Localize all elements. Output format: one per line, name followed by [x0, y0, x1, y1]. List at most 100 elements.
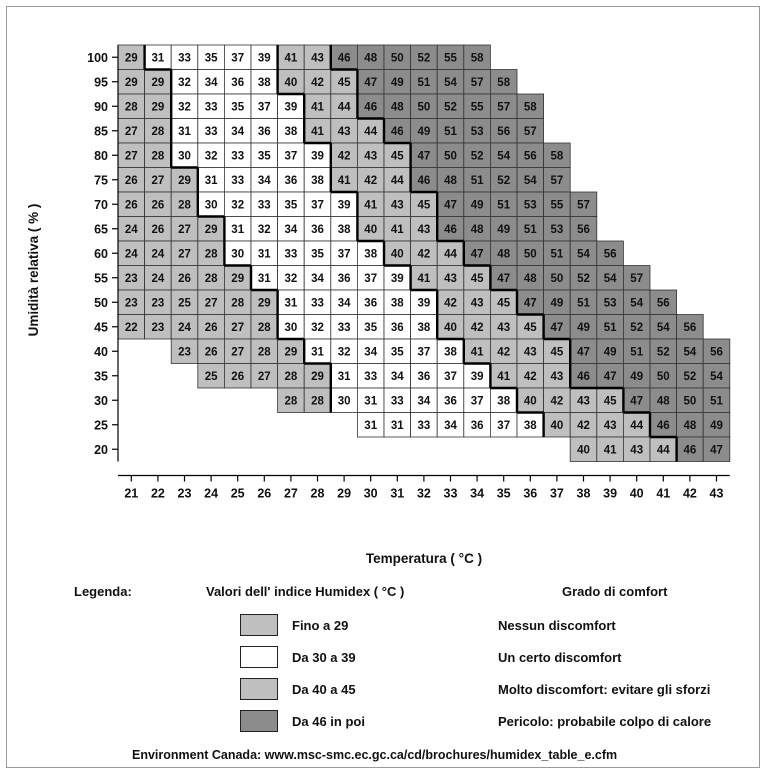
heatmap-cell [197, 314, 225, 340]
heatmap-cell-label: 44 [630, 420, 643, 432]
heatmap-cell-label: 27 [125, 151, 138, 163]
heatmap-cell [436, 412, 465, 438]
heatmap-cell-label: 31 [178, 126, 191, 138]
heatmap-cell-label: 40 [285, 77, 298, 89]
heatmap-cell [543, 142, 571, 168]
heatmap-cell-label: 27 [231, 322, 244, 334]
heatmap-cell-label: 28 [231, 298, 244, 310]
heatmap-cell [676, 314, 704, 340]
heatmap-cell [596, 363, 624, 389]
heatmap-cell [330, 44, 358, 70]
heatmap-cell-label: 44 [364, 126, 377, 138]
heatmap-cell-label: 46 [418, 175, 431, 187]
heatmap-cell-label: 34 [311, 273, 324, 285]
heatmap-cell-label: 27 [205, 298, 218, 310]
heatmap-cell [383, 93, 412, 119]
heatmap-cell [676, 338, 704, 364]
heatmap-cell [330, 338, 358, 364]
heatmap-cell-label: 56 [524, 151, 537, 163]
heatmap-cell-label: 32 [205, 151, 218, 163]
heatmap-cell-label: 44 [657, 445, 670, 457]
heatmap-cell-label: 38 [338, 224, 351, 236]
heatmap-cell-label: 26 [125, 200, 138, 212]
legend-comfort-header: Grado di comfort [562, 584, 668, 599]
heatmap-cell-label: 29 [285, 347, 298, 359]
heatmap-cell-label: 49 [551, 298, 564, 310]
heatmap-cell [543, 191, 571, 217]
heatmap-cell-label: 30 [338, 396, 351, 408]
y-tick-label: 70 [94, 198, 108, 212]
heatmap-cell [623, 289, 651, 315]
heatmap-cell-label: 28 [258, 347, 271, 359]
heatmap-cell [303, 314, 332, 340]
heatmap-cell [436, 191, 465, 217]
heatmap-cell-label: 51 [630, 347, 643, 359]
heatmap-cell-label: 58 [551, 151, 564, 163]
heatmap-cell-label: 44 [391, 175, 404, 187]
heatmap-cell-label: 43 [311, 53, 324, 65]
heatmap-cell-label: 38 [258, 77, 271, 89]
heatmap-cell-label: 34 [258, 175, 271, 187]
heatmap-cell-label: 36 [231, 77, 244, 89]
heatmap-cell [197, 44, 225, 70]
heatmap-cell [702, 412, 731, 438]
heatmap-cell-label: 34 [418, 396, 431, 408]
humidex-heatmap: 29 31 33 35 37 39 41 43 46 48 50 52 55 58 29 29 32 34 36 38… [26, 44, 731, 566]
heatmap-cell [516, 338, 545, 364]
heatmap-cell-label: 45 [471, 273, 484, 285]
heatmap-cell-label: 47 [551, 322, 564, 334]
heatmap-cell-label: 29 [152, 77, 165, 89]
heatmap-cell-label: 35 [205, 53, 218, 65]
heatmap-cell-label: 37 [285, 151, 298, 163]
heatmap-cell-label: 49 [418, 126, 431, 138]
heatmap-cell-label: 37 [338, 249, 351, 261]
heatmap-cell [383, 44, 412, 70]
heatmap-cell [383, 363, 412, 389]
heatmap-cell [330, 387, 358, 413]
heatmap-cell [489, 314, 518, 340]
heatmap-cell [516, 216, 545, 242]
heatmap-cell-label: 52 [630, 322, 643, 334]
heatmap-cell-label: 46 [364, 102, 377, 114]
heatmap-cell [356, 363, 385, 389]
heatmap-cell [410, 314, 438, 340]
heatmap-cell [223, 289, 252, 315]
heatmap-cell-label: 28 [125, 102, 138, 114]
heatmap-cell-label: 29 [125, 77, 138, 89]
heatmap-cell [410, 142, 438, 168]
heatmap-cell [649, 289, 678, 315]
heatmap-cell [223, 142, 252, 168]
x-tick-label: 27 [284, 487, 298, 501]
heatmap-cell-label: 27 [258, 371, 271, 383]
heatmap-cell [356, 289, 385, 315]
heatmap-cell [543, 216, 571, 242]
heatmap-cell [623, 338, 651, 364]
heatmap-cell-label: 52 [657, 347, 670, 359]
x-tick-label: 23 [178, 487, 192, 501]
heatmap-cell [676, 412, 704, 438]
heatmap-cell [277, 265, 305, 291]
heatmap-cell [436, 118, 465, 144]
heatmap-cell-label: 48 [657, 396, 670, 408]
heatmap-cell-label: 33 [231, 151, 244, 163]
heatmap-cell [543, 167, 571, 193]
heatmap-cell-label: 42 [418, 249, 431, 261]
legend-comfort-40-45: Molto discomfort: evitare gli sforzi [498, 682, 711, 697]
heatmap-cell-label: 38 [444, 347, 457, 359]
heatmap-cell [197, 338, 225, 364]
y-tick-label: 75 [94, 173, 108, 187]
legend-swatch-40-45 [240, 678, 278, 700]
heatmap-cell-label: 45 [391, 151, 404, 163]
heatmap-cell-label: 57 [551, 175, 564, 187]
heatmap-cell-label: 32 [231, 200, 244, 212]
heatmap-cell [516, 93, 545, 119]
y-tick-label: 65 [94, 222, 108, 236]
y-axis-label: Umidità relativa ( % ) [26, 204, 41, 337]
heatmap-cell [330, 363, 358, 389]
heatmap-cell [277, 240, 305, 266]
heatmap-cell-label: 37 [258, 102, 271, 114]
heatmap-cell-label: 33 [258, 200, 271, 212]
heatmap-cell-label: 47 [710, 445, 723, 457]
heatmap-cell [410, 387, 438, 413]
heatmap-cell-label: 23 [125, 298, 138, 310]
